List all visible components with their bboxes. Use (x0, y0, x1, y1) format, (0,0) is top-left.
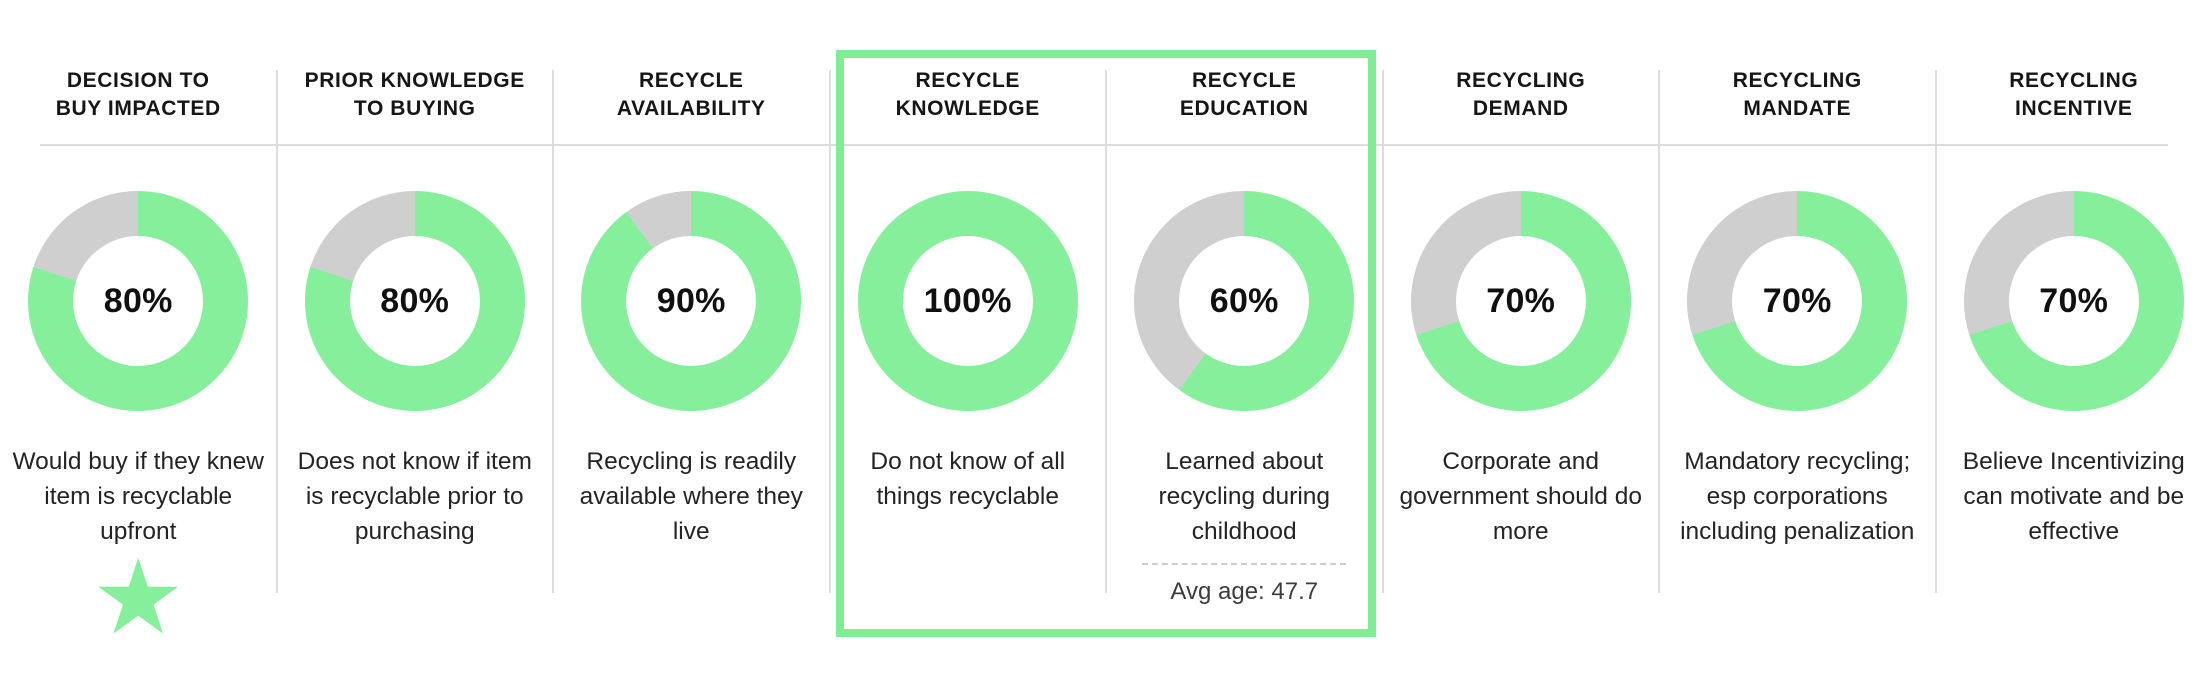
donut-percent-label: 70% (1762, 281, 1832, 320)
column-divider (552, 70, 554, 593)
column-header: RECYCLE AVAILABILITY (617, 45, 766, 145)
column-header-line2: KNOWLEDGE (895, 97, 1040, 120)
donut-chart: 90% (581, 191, 802, 411)
donut-hole: 60% (1179, 236, 1310, 366)
donut-chart: 70% (1687, 191, 1908, 411)
footnote-block: Avg age: 47.7 (1142, 563, 1347, 606)
column-header-line1: RECYCLING (1456, 68, 1586, 92)
metric-caption: Does not know if item is recyclable prio… (297, 448, 532, 545)
donut-percent-label: 90% (656, 281, 726, 320)
column-header: RECYCLE EDUCATION (1180, 45, 1309, 145)
donut-hole: 70% (1455, 236, 1586, 366)
donut-percent-label: 60% (1209, 281, 1279, 320)
column-divider (275, 70, 278, 593)
column-header-line2: AVAILABILITY (616, 97, 766, 120)
column-header-line2: BUY IMPACTED (55, 97, 221, 120)
metric-caption: Corporate and government should do more (1399, 448, 1642, 545)
column-header-line2: MANDATE (1743, 97, 1852, 120)
column-header-line2: DEMAND (1472, 97, 1569, 120)
metric-column: RECYCLE KNOWLEDGE 100% Do not know of al… (830, 45, 1107, 647)
donut-hole: 90% (626, 236, 757, 366)
metric-caption: Learned about recycling during childhood (1158, 448, 1331, 545)
column-header-line2: TO BUYING (353, 97, 476, 120)
column-header-line1: RECYCLE (915, 68, 1021, 92)
metric-column: RECYCLING INCENTIVE 70% Believe Incentiv… (1936, 45, 2212, 647)
header-underline (40, 144, 2168, 146)
column-header-line2: EDUCATION (1179, 97, 1309, 120)
metric-caption: Do not know of all things recyclable (870, 448, 1066, 510)
column-header-line1: RECYCLING (2009, 68, 2139, 92)
donut-percent-label: 70% (2039, 281, 2109, 320)
column-divider (1381, 70, 1384, 593)
column-header: RECYCLING MANDATE (1733, 45, 1862, 145)
column-header: PRIOR KNOWLEDGE TO BUYING (305, 45, 525, 145)
donut-hole: 100% (902, 236, 1033, 366)
column-header: DECISION TO BUY IMPACTED (56, 45, 221, 145)
donut-chart: 70% (1963, 191, 2184, 411)
star-icon: ★ (91, 540, 185, 657)
column-header: RECYCLING DEMAND (1456, 45, 1585, 145)
metric-column: PRIOR KNOWLEDGE TO BUYING 80% Does not k… (277, 45, 554, 647)
donut-chart: 70% (1410, 191, 1631, 411)
column-divider (1934, 70, 1937, 593)
column-header-line1: RECYCLE (638, 68, 744, 92)
column-header-line1: DECISION TO (66, 68, 210, 92)
metric-column: RECYCLING DEMAND 70% Corporate and gover… (1383, 45, 1660, 647)
column-header: RECYCLING INCENTIVE (2009, 45, 2138, 145)
donut-percent-label: 100% (923, 281, 1012, 320)
metric-column: RECYCLING MANDATE 70% Mandatory recyclin… (1659, 45, 1936, 647)
metric-caption: Believe Incentivizing can motivate and b… (1962, 448, 2185, 545)
donut-chart: 100% (857, 191, 1078, 411)
donut-hole: 70% (1732, 236, 1863, 366)
column-header-line1: RECYCLE (1191, 68, 1297, 92)
donut-chart: 80% (304, 191, 525, 411)
donut-hole: 70% (2008, 236, 2139, 366)
column-header-line1: RECYCLING (1732, 68, 1862, 92)
donut-chart: 60% (1134, 191, 1355, 411)
column-header-line2: INCENTIVE (2015, 97, 2133, 120)
donut-chart: 80% (28, 191, 249, 411)
donut-row: DECISION TO BUY IMPACTED 80% Would buy i… (0, 45, 2212, 657)
column-header: RECYCLE KNOWLEDGE (896, 45, 1040, 145)
donut-percent-label: 80% (103, 281, 173, 320)
column-divider (1105, 70, 1107, 593)
donut-hole: 80% (349, 236, 480, 366)
metric-caption: Mandatory recycling; esp corporations in… (1680, 448, 1915, 545)
metric-column: RECYCLE AVAILABILITY 90% Recycling is re… (553, 45, 830, 647)
footnote-text: Avg age: 47.7 (1170, 578, 1319, 606)
column-divider (1658, 70, 1660, 593)
donut-percent-label: 70% (1486, 281, 1556, 320)
donut-hole: 80% (73, 236, 204, 366)
column-divider (828, 70, 831, 593)
column-header-line1: PRIOR KNOWLEDGE (304, 68, 525, 92)
metric-column: RECYCLE EDUCATION 60% Learned about recy… (1106, 45, 1383, 647)
metric-column: DECISION TO BUY IMPACTED 80% Would buy i… (0, 45, 277, 657)
highlight-box (835, 50, 1376, 637)
donut-percent-label: 80% (380, 281, 450, 320)
metric-caption: Recycling is readily available where the… (579, 448, 803, 545)
metric-caption: Would buy if they knew item is recyclabl… (12, 448, 264, 545)
